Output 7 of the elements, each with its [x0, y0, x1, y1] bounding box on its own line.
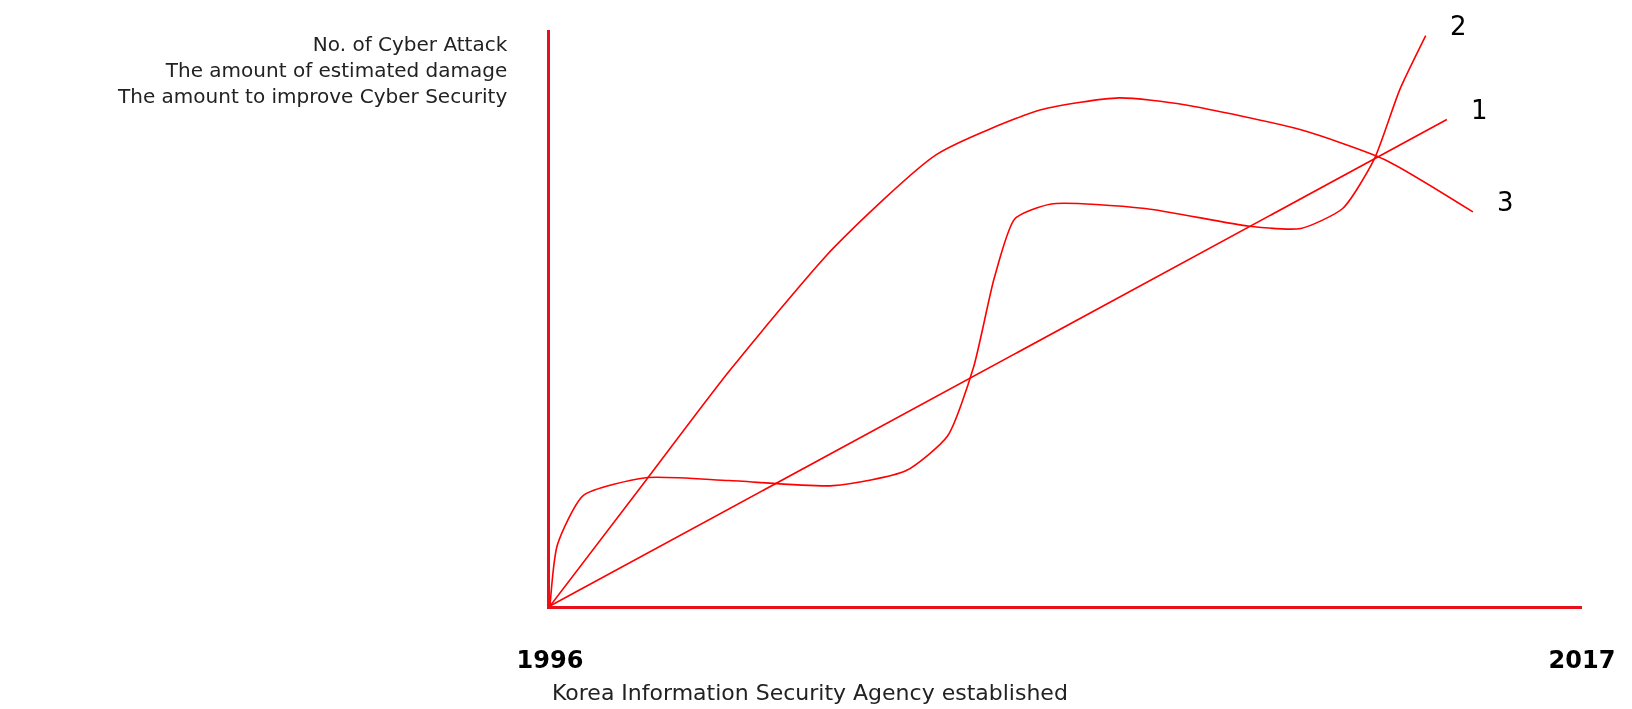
series-label: 2 — [1450, 11, 1467, 41]
series-label: 3 — [1497, 187, 1514, 217]
series-label: 1 — [1471, 95, 1488, 125]
x-tick-label: 1996 — [516, 645, 584, 674]
y-axis-title: No. of Cyber Attack The amount of estimated damage The amount to improve Cyber Security — [117, 32, 508, 108]
x-tick-label: 2017 — [1548, 645, 1616, 674]
text: Korea Information Security Agency established — [552, 680, 1068, 705]
